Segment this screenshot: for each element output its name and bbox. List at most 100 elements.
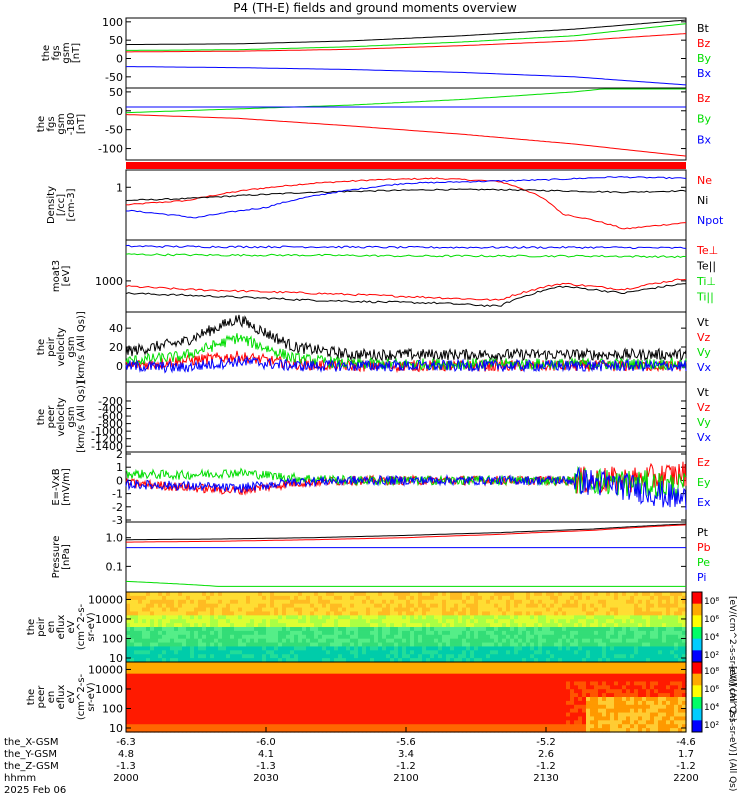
spectrogram-cell xyxy=(186,716,191,721)
spectrogram-cell xyxy=(474,638,479,644)
spectrogram-cell xyxy=(410,642,415,648)
spectrogram-cell xyxy=(450,724,455,729)
spectrogram-cell xyxy=(454,689,459,694)
spectrogram-cell xyxy=(606,708,611,714)
spectrogram-cell xyxy=(526,712,531,718)
spectrogram-cell xyxy=(182,595,187,601)
spectrogram-cell xyxy=(558,700,563,706)
spectrogram-cell xyxy=(406,646,411,651)
y-axis-label: [km/s (All Qs)] xyxy=(76,381,87,453)
spectrogram-cell xyxy=(526,700,531,706)
spectrogram-cell xyxy=(490,697,495,702)
spectrogram-cell xyxy=(370,607,375,613)
spectrogram-cell xyxy=(178,681,183,686)
spectrogram-cell xyxy=(142,720,147,725)
spectrogram-cell xyxy=(470,716,475,721)
spectrogram-cell xyxy=(206,607,211,613)
spectrogram-cell xyxy=(618,607,623,613)
spectrogram-cell xyxy=(214,646,219,651)
spectrogram-cell xyxy=(246,704,251,710)
spectrogram-cell xyxy=(606,615,611,620)
spectrogram-cell xyxy=(646,646,651,651)
spectrogram-cell xyxy=(582,724,587,729)
spectrogram-cell xyxy=(158,677,163,683)
spectrogram-cell xyxy=(186,708,191,714)
spectrogram-cell xyxy=(514,658,519,663)
spectrogram-cell xyxy=(490,619,495,624)
spectrogram-cell xyxy=(614,681,619,686)
spectrogram-cell xyxy=(554,627,559,632)
spectrogram-cell xyxy=(294,611,299,616)
spectrogram-cell xyxy=(622,693,627,698)
spectrogram-cell xyxy=(210,704,215,710)
spectrogram-cell xyxy=(382,700,387,706)
spectrogram-cell xyxy=(474,642,479,648)
spectrogram-cell xyxy=(366,646,371,651)
spectrogram-cell xyxy=(478,642,483,648)
spectrogram-cell xyxy=(486,677,491,683)
spectrogram-cell xyxy=(138,662,143,667)
spectrogram-cell xyxy=(222,673,227,679)
spectrogram-cell xyxy=(282,669,287,675)
spectrogram-cell xyxy=(678,595,683,601)
spectrogram-cell xyxy=(142,650,147,655)
spectrogram-cell xyxy=(414,658,419,663)
spectrogram-cell xyxy=(206,697,211,702)
spectrogram-cell xyxy=(334,677,339,683)
spectrogram-cell xyxy=(562,654,567,659)
spectrogram-cell xyxy=(142,627,147,632)
spectrogram-cell xyxy=(186,704,191,710)
spectrogram-cell xyxy=(194,716,199,721)
spectrogram-cell xyxy=(338,642,343,648)
spectrogram-cell xyxy=(382,677,387,683)
spectrogram-cell xyxy=(562,716,567,721)
spectrogram-cell xyxy=(366,685,371,690)
spectrogram-cell xyxy=(610,595,615,601)
spectrogram-cell xyxy=(378,638,383,644)
spectrogram-cell xyxy=(454,708,459,714)
spectrogram-cell xyxy=(542,673,547,679)
spectrogram-cell xyxy=(178,607,183,613)
spectrogram-cell xyxy=(286,638,291,644)
spectrogram-cell xyxy=(602,630,607,636)
spectrogram-cell xyxy=(266,650,271,655)
y-axis-label: [nT] xyxy=(76,114,87,134)
spectrogram-cell xyxy=(318,603,323,609)
colorbar-tick-label: 10² xyxy=(704,651,719,661)
spectrogram-cell xyxy=(370,599,375,605)
spectrogram-cell xyxy=(154,642,159,648)
spectrogram-cell xyxy=(598,728,603,733)
spectrogram-cell xyxy=(382,728,387,733)
legend-label: Bx xyxy=(697,67,712,80)
spectrogram-cell xyxy=(442,728,447,733)
spectrogram-cell xyxy=(158,665,163,671)
spectrogram-cell xyxy=(382,623,387,628)
spectrogram-cell xyxy=(562,603,567,609)
spectrogram-cell xyxy=(138,720,143,725)
spectrogram-cell xyxy=(374,611,379,616)
spectrogram-cell xyxy=(254,611,259,616)
spectrogram-cell xyxy=(226,665,231,671)
spectrogram-cell xyxy=(146,677,151,683)
spectrogram-cell xyxy=(182,654,187,659)
spectrogram-cell xyxy=(134,662,139,667)
spectrogram-cell xyxy=(294,592,299,597)
spectrogram-cell xyxy=(302,623,307,628)
spectrogram-cell xyxy=(170,592,175,597)
spectrogram-cell xyxy=(318,650,323,655)
spectrogram-cell xyxy=(402,623,407,628)
spectrogram-cell xyxy=(438,619,443,624)
spectrogram-cell xyxy=(294,623,299,628)
spectrogram-cell xyxy=(510,619,515,624)
spectrogram-cell xyxy=(478,720,483,725)
spectrogram-cell xyxy=(314,724,319,729)
spectrogram-cell xyxy=(254,728,259,733)
spectrogram-cell xyxy=(566,592,571,597)
spectrogram-cell xyxy=(454,712,459,718)
spectrogram-cell xyxy=(578,650,583,655)
spectrogram-cell xyxy=(306,673,311,679)
spectrogram-cell xyxy=(410,704,415,710)
spectrogram-cell xyxy=(434,689,439,694)
spectrogram-cell xyxy=(406,603,411,609)
spectrogram-cell xyxy=(498,697,503,702)
